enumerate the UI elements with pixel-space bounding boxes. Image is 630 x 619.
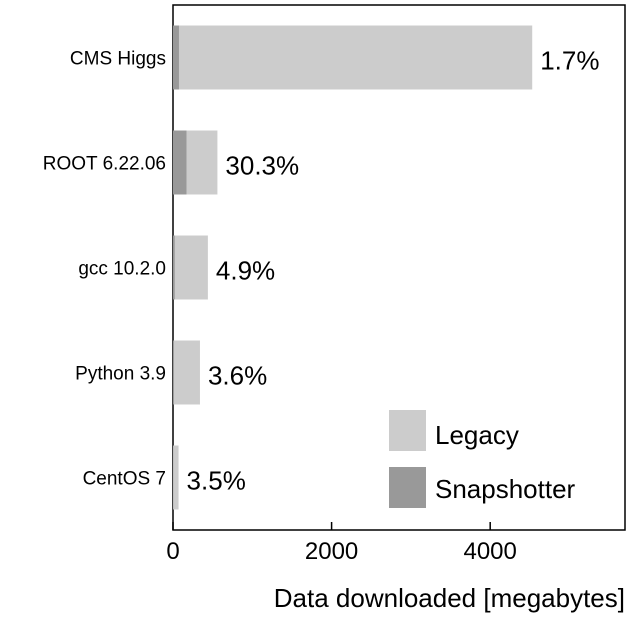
bar-legacy-gcc-10-2-0 (173, 235, 208, 300)
bar-legacy-cms-higgs (173, 25, 533, 90)
data-label-root-6-22-06: 30.3% (225, 151, 299, 181)
legend-label-snapshotter: Snapshotter (435, 474, 576, 504)
category-label-cms-higgs: CMS Higgs (70, 49, 166, 70)
bar-legacy-centos-7 (173, 445, 179, 510)
category-label-gcc-10-2-0: gcc 10.2.0 (78, 259, 166, 280)
data-label-centos-7: 3.5% (187, 466, 246, 496)
x-tick-label-4000: 4000 (463, 538, 516, 565)
bars-group (173, 25, 533, 510)
legend-swatch-snapshotter (389, 467, 426, 508)
data-label-gcc-10-2-0: 4.9% (216, 256, 275, 286)
category-label-python-3-9: Python 3.9 (75, 364, 166, 385)
bar-snapshotter-root-6-22-06 (173, 130, 187, 195)
category-label-root-6-22-06: ROOT 6.22.06 (43, 154, 166, 175)
legend-swatch-legacy (389, 410, 426, 451)
bar-snapshotter-cms-higgs (173, 25, 179, 90)
data-label-cms-higgs: 1.7% (540, 46, 599, 76)
x-tick-label-2000: 2000 (305, 538, 358, 565)
category-labels: CMS Higgs ROOT 6.22.06 gcc 10.2.0 Python 3.… (43, 49, 166, 490)
x-axis-title: Data downloaded [megabytes] (274, 583, 625, 613)
x-axis-ticks: 0 2000 4000 (166, 522, 517, 565)
legend-label-legacy: Legacy (435, 420, 519, 450)
bar-snapshotter-python-3-9 (173, 340, 174, 405)
data-label-python-3-9: 3.6% (208, 361, 267, 391)
percentage-labels: 1.7% 30.3% 4.9% 3.6% 3.5% (187, 46, 600, 496)
bar-legacy-python-3-9 (173, 340, 200, 405)
legend: Legacy Snapshotter (389, 410, 576, 508)
x-tick-label-0: 0 (166, 538, 179, 565)
category-label-centos-7: CentOS 7 (83, 469, 166, 490)
bar-snapshotter-gcc-10-2-0 (173, 235, 175, 300)
